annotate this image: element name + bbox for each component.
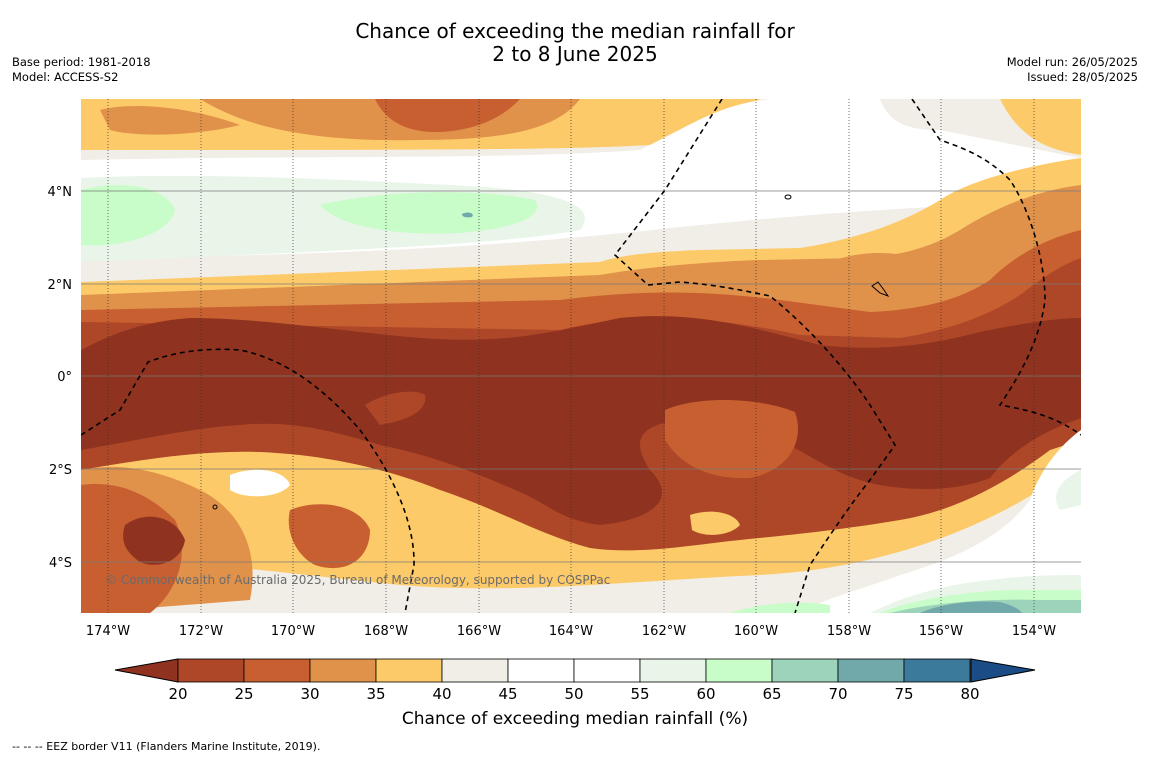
colorbar: 20 25 30 35 40 45 50 55 60 65 70 75 80: [114, 658, 1036, 700]
colorbar-tick-label: 40: [432, 685, 451, 700]
green-center: [320, 192, 538, 234]
colorbar-box: [309, 658, 377, 683]
colorbar-tick-label: 35: [366, 685, 385, 700]
lat-gridlines: [81, 190, 1081, 563]
colorbar-box: [507, 658, 575, 683]
lat-label-4s: 4°S: [49, 556, 72, 571]
copyright-text: © Commonwealth of Australia 2025, Bureau…: [105, 573, 610, 587]
colorbar-box: [573, 658, 641, 683]
lon-label-174w: 174°W: [86, 624, 130, 639]
chart-title: Chance of exceeding the median rainfall …: [0, 20, 1150, 66]
lon-label-160w: 160°W: [734, 624, 778, 639]
colorbar-tick-label: 20: [168, 685, 187, 700]
colorbar-box: [375, 658, 443, 683]
lon-label-168w: 168°W: [364, 624, 408, 639]
white-patch-sw: [230, 469, 290, 497]
top-dark-orange: [375, 99, 520, 133]
sw-brown-spot: [123, 516, 185, 565]
green-west: [81, 185, 175, 246]
lon-label-170w: 170°W: [271, 624, 315, 639]
colorbar-box: [771, 658, 839, 683]
lat-labels: 4°N 2°N 0° 2°S 4°S: [48, 185, 73, 571]
title-line-1: Chance of exceeding the median rainfall …: [355, 19, 795, 43]
colorbar-box: [243, 658, 311, 683]
lon-label-162w: 162°W: [642, 624, 686, 639]
s-light-green: [730, 602, 830, 613]
colorbar-right-arrow: [970, 658, 1036, 683]
lat-label-2s: 2°S: [49, 463, 72, 478]
lon-label-156w: 156°W: [919, 624, 963, 639]
colorbar-tick-label: 80: [960, 685, 979, 700]
yellow-patch-south: [690, 511, 740, 535]
dark-equatorial-band: [81, 316, 1081, 525]
issued-date: Issued: 28/05/2025: [1027, 70, 1138, 84]
rust-patch: [365, 391, 426, 425]
lon-labels: 174°W 172°W 170°W 168°W 166°W 164°W 162°…: [86, 624, 1056, 639]
colorbar-box: [177, 658, 245, 683]
eez-borders: [81, 99, 1081, 613]
se-green-patch: [1056, 470, 1081, 510]
colorbar-tick-label: 30: [300, 685, 319, 700]
rainfall-map: © Commonwealth of Australia 2025, Bureau…: [48, 99, 1081, 700]
colorbar-box: [705, 658, 773, 683]
colorbar-tick-label: 75: [894, 685, 913, 700]
lat-label-0: 0°: [57, 370, 72, 385]
lat-label-2n: 2°N: [48, 278, 73, 293]
lon-label-154w: 154°W: [1012, 624, 1056, 639]
eez-footnote: -- -- -- EEZ border V11 (Flanders Marine…: [12, 740, 321, 753]
colorbar-tick-label: 50: [564, 685, 583, 700]
colorbar-box: [639, 658, 707, 683]
model-name: Model: ACCESS-S2: [12, 70, 119, 84]
colorbar-title: Chance of exceeding median rainfall (%): [401, 709, 749, 729]
colorbar-boxes: [177, 658, 971, 683]
colorbar-tick-label: 25: [234, 685, 253, 700]
colorbar-tick-label: 70: [828, 685, 847, 700]
base-period: Base period: 1981-2018: [12, 55, 151, 69]
green-dot: [462, 212, 473, 218]
title-line-2: 2 to 8 June 2025: [492, 42, 658, 66]
lon-label-166w: 166°W: [457, 624, 501, 639]
top-right-yellow: [1000, 99, 1081, 155]
se-teal: [920, 601, 1022, 613]
colorbar-ticks: 20 25 30 35 40 45 50 55 60 65 70 75 80: [168, 685, 979, 700]
south-orange-blob: [288, 504, 370, 569]
lat-label-4n: 4°N: [48, 185, 73, 200]
orange-patch-south: [665, 400, 798, 479]
meta-right: Model run: 26/05/2025 Issued: 28/05/2025: [1007, 55, 1138, 85]
map-field: © Commonwealth of Australia 2025, Bureau…: [81, 99, 1081, 613]
colorbar-tick-label: 60: [696, 685, 715, 700]
se-white: [800, 430, 1081, 613]
colorbar-tick-label: 45: [498, 685, 517, 700]
orange-patch-east: [830, 253, 925, 277]
lon-label-164w: 164°W: [549, 624, 593, 639]
colorbar-left-arrow: [114, 658, 179, 683]
lon-label-158w: 158°W: [827, 624, 871, 639]
islands: [212, 194, 890, 510]
colorbar-tick-label: 65: [762, 685, 781, 700]
meta-left: Base period: 1981-2018 Model: ACCESS-S2: [12, 55, 151, 85]
model-run: Model run: 26/05/2025: [1006, 55, 1138, 69]
lon-label-172w: 172°W: [179, 624, 223, 639]
colorbar-box: [903, 658, 971, 683]
colorbar-box: [837, 658, 905, 683]
south-grey: [81, 470, 1081, 613]
top-left-orange: [100, 105, 240, 135]
colorbar-box: [441, 658, 509, 683]
colorbar-tick-label: 55: [630, 685, 649, 700]
